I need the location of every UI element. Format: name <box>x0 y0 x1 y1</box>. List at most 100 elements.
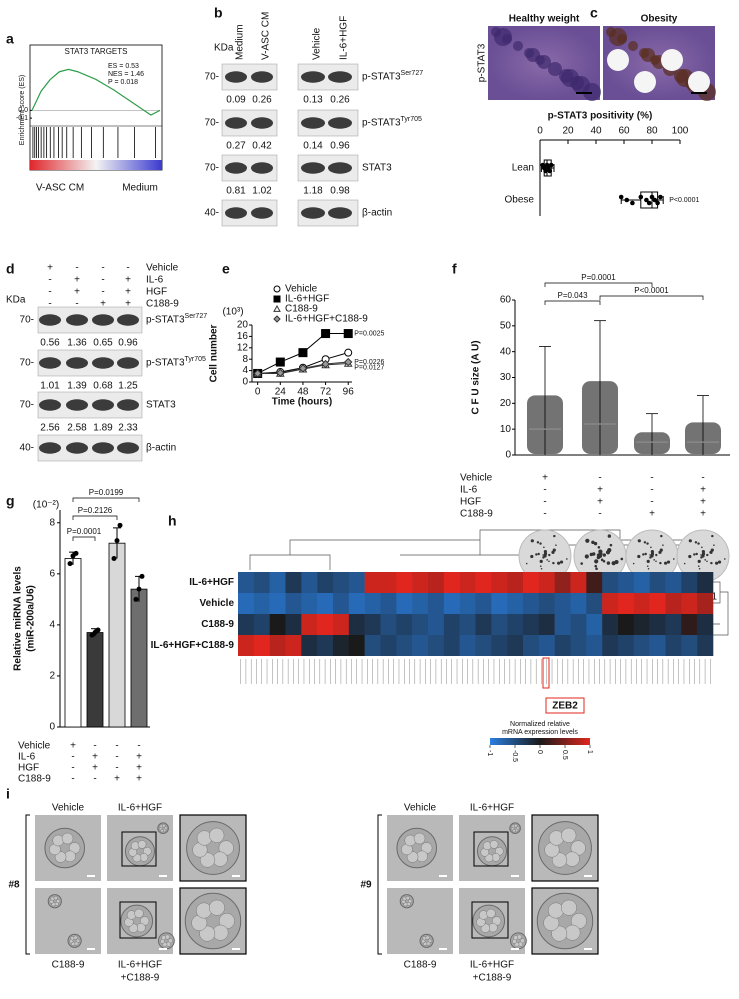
annotation: P<0.0001 <box>669 197 699 204</box>
heatmap-cell <box>633 593 650 614</box>
blot-label-sup: Ser727 <box>401 70 424 77</box>
treatment-label: HGF <box>18 763 39 774</box>
marker <box>343 329 353 339</box>
y-tick-label: 0.0 <box>18 107 28 114</box>
colony <box>658 550 662 554</box>
treatment-sign: - <box>115 741 118 752</box>
blot-label: p-STAT3Ser727 <box>362 70 423 83</box>
heatmap-cell <box>348 593 365 614</box>
blot-label: STAT3 <box>362 163 392 174</box>
heatmap-cell <box>586 614 603 635</box>
organoid-cell <box>413 832 426 845</box>
y-tick-label: 10 <box>500 424 512 435</box>
panel-label: f <box>452 261 457 277</box>
comparison-bracket <box>72 497 140 502</box>
category-label: Obese <box>505 195 535 206</box>
heatmap-cell <box>317 614 334 635</box>
p-value: P=0.0001 <box>67 527 102 536</box>
heatmap-cell <box>570 614 587 635</box>
histology-nucleus <box>628 41 638 51</box>
image-label: IL-6+HGF <box>470 803 514 814</box>
colony <box>597 545 601 549</box>
y-tick-label: 16 <box>237 331 249 342</box>
treatment-sign: - <box>543 485 546 496</box>
colony <box>553 534 556 538</box>
heatmap-cell <box>285 635 302 656</box>
colony <box>557 561 561 565</box>
zoom-box <box>121 831 157 867</box>
colony <box>653 559 655 561</box>
bar <box>130 588 148 728</box>
blot-band <box>117 399 139 411</box>
colony <box>555 544 557 546</box>
heatmap-cell <box>459 614 476 635</box>
panel-label: g <box>6 493 15 509</box>
organoid-cell <box>53 895 58 901</box>
image-title: Healthy weight <box>509 14 580 25</box>
comparison-bracket <box>544 282 653 287</box>
blot-band <box>251 71 273 83</box>
treatment-sign: - <box>101 263 104 274</box>
data-point <box>67 561 73 567</box>
legend-marker <box>273 315 281 323</box>
quant-label: 1.18 <box>303 186 323 197</box>
lane-label: IL-6+HGF <box>339 16 350 60</box>
fat-cell <box>607 49 629 71</box>
treatment-sign: + <box>136 752 142 763</box>
heatmap-cell <box>697 635 714 656</box>
heatmap-cell <box>649 614 666 635</box>
image-ylabel: p-STAT3 <box>477 43 488 82</box>
scale-bar <box>439 875 447 877</box>
organoid-cell <box>165 934 170 940</box>
blot-band <box>301 207 325 219</box>
treatment-sign: - <box>93 741 96 752</box>
heatmap-cell <box>665 635 682 656</box>
treatment-sign: - <box>650 473 653 484</box>
colony <box>700 554 702 556</box>
blot-band <box>39 399 61 411</box>
histology-nucleus <box>494 28 512 46</box>
y-tick-label: 50 <box>500 320 512 331</box>
heatmap-cell <box>554 572 571 593</box>
treatment-sign: - <box>701 473 704 484</box>
treatment-sign: + <box>100 299 106 310</box>
treatment-sign: + <box>47 263 53 274</box>
heatmap-cell <box>253 593 270 614</box>
treatment-label: IL-6 <box>146 275 164 286</box>
heatmap-cell <box>554 635 571 656</box>
quant-label: 0.96 <box>330 141 350 152</box>
row-label: IL-6+HGF <box>189 577 234 588</box>
heatmap-cell <box>301 593 318 614</box>
treatment-sign: + <box>92 763 98 774</box>
colony <box>697 542 700 545</box>
heatmap-cell <box>253 572 270 593</box>
treatment-sign: + <box>597 485 603 496</box>
heatmap-cell <box>459 593 476 614</box>
y-tick-label: 30 <box>500 372 512 383</box>
treatment-sign: + <box>125 299 131 310</box>
image-label: C188-9 <box>404 960 437 971</box>
treatment-sign: - <box>75 263 78 274</box>
blot-band <box>251 117 273 129</box>
heatmap-cell <box>348 572 365 593</box>
data-point <box>548 162 554 168</box>
heatmap-cell <box>633 614 650 635</box>
heatmap-cell <box>269 635 286 656</box>
heatmap-cell <box>412 593 429 614</box>
panel-label: c <box>590 5 598 21</box>
heatmap-cell <box>238 614 255 635</box>
marker <box>321 329 331 339</box>
mw-label: 40- <box>20 443 34 454</box>
scale-bar <box>232 948 240 950</box>
colony <box>650 552 655 556</box>
legend-label: IL-6+HGF+C188-9 <box>285 314 368 325</box>
heatmap-cell <box>649 593 666 614</box>
legend-marker <box>273 304 281 312</box>
legend-marker <box>273 285 281 293</box>
blot-band <box>225 117 247 129</box>
heatmap-cell <box>475 614 492 635</box>
heatmap-cell <box>301 614 318 635</box>
heatmap-cell <box>333 635 350 656</box>
organoid-cell <box>514 823 518 828</box>
